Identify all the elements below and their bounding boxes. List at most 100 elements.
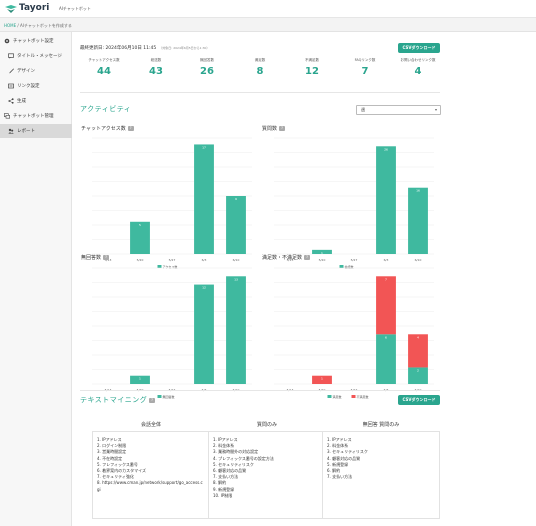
bar[interactable] bbox=[226, 196, 246, 254]
tm-list-item: 2. ログイン制限 bbox=[97, 443, 127, 449]
tm-list-item: 6. 顧客対応の品質 bbox=[213, 468, 247, 474]
sidebar-item-report[interactable]: レポート bbox=[0, 124, 72, 138]
tm-list-item: 3. 営業時間設定 bbox=[97, 449, 127, 455]
tm-list-item: 1. IPアドレス bbox=[213, 437, 238, 442]
breadcrumb-separator: / bbox=[16, 23, 21, 28]
chart-title-questions: 質問数? bbox=[262, 125, 286, 132]
stat-label: チャットアクセス数 bbox=[88, 58, 120, 62]
bar-value-label: 1 bbox=[321, 251, 323, 255]
report-icon bbox=[8, 128, 14, 134]
bar-value-label: 5 bbox=[139, 223, 141, 227]
sidebar-item-design[interactable]: デザイン bbox=[0, 64, 72, 78]
tm-list-item: 10. IP制限 bbox=[213, 492, 233, 498]
tm-list-item: 8. https://www.cman.jp/network/support/g… bbox=[97, 480, 203, 492]
help-icon[interactable]: ? bbox=[149, 397, 156, 403]
stat-value: 44 bbox=[97, 66, 111, 77]
legend-label: 不満足数 bbox=[357, 394, 369, 399]
bar[interactable] bbox=[130, 221, 150, 254]
tayori-logo-icon bbox=[5, 5, 17, 13]
bar[interactable] bbox=[408, 367, 428, 384]
stat-satisfied: 満足数 8 bbox=[240, 58, 280, 77]
chat-manage-icon bbox=[4, 113, 10, 119]
text-mining-title: テキストマイニング? bbox=[80, 395, 156, 405]
legend-label: 無回答数 bbox=[163, 394, 175, 399]
bar-value-label: 4 bbox=[417, 335, 419, 339]
sidebar-item-label: リンク設定 bbox=[17, 84, 40, 89]
app-logo-subtitle: AIチャットボット bbox=[59, 6, 91, 11]
bar-value-label: 1 bbox=[139, 377, 141, 381]
stat-value: 43 bbox=[149, 66, 163, 77]
help-icon[interactable]: ? bbox=[304, 255, 311, 260]
stat-label: 総送数 bbox=[150, 58, 162, 62]
sidebar-item-title-message[interactable]: タイトル・メッセージ bbox=[0, 49, 72, 63]
tm-list-item: 1. IPアドレス bbox=[97, 437, 122, 442]
stat-label: FAQリンク数 bbox=[354, 58, 376, 62]
chart-title-unanswered: 無回答数? bbox=[81, 254, 110, 261]
chart-chat-access: 5/13 5 5/20 5/27 17 6/3 9 6/10 アクセス数 bbox=[92, 137, 252, 269]
x-tick-label: 5/27 bbox=[351, 258, 358, 262]
tm-list-item: 6. 解約 bbox=[327, 468, 341, 474]
x-tick-label: 6/10 bbox=[233, 258, 240, 262]
divider bbox=[80, 92, 440, 93]
legend-label: 満足数 bbox=[333, 394, 342, 399]
bar-value-label: 16 bbox=[416, 189, 420, 193]
stat-value: 7 bbox=[361, 66, 369, 77]
legend-swatch bbox=[339, 265, 344, 268]
help-icon[interactable]: ? bbox=[127, 126, 134, 131]
tm-list-item: 9. 新規登録 bbox=[213, 486, 235, 492]
x-tick-label: 5/20 bbox=[137, 258, 144, 262]
legend: アクセス数 bbox=[157, 264, 177, 269]
bar[interactable] bbox=[408, 334, 428, 368]
legend-swatch bbox=[327, 395, 332, 398]
bar[interactable] bbox=[312, 249, 332, 254]
tm-list-unanswered: 1. IPアドレス 2. 料金体系 3. セキュリティリスク 4. 顧客対応の品質 5.… bbox=[322, 431, 440, 519]
x-tick-label: 5/13 bbox=[105, 258, 112, 262]
legend-swatch bbox=[351, 395, 356, 398]
chart-title-text: 満足数・不満足数 bbox=[262, 255, 303, 261]
tm-list-item: 5. 新規登録 bbox=[327, 461, 349, 467]
stat-value: 8 bbox=[256, 66, 264, 77]
sidebar-item-chatbot-settings[interactable]: チャットボット設定 bbox=[0, 34, 72, 48]
stat-chat-access: チャットアクセス数 44 bbox=[84, 58, 124, 77]
chart-title-chat-access: チャットアクセス数? bbox=[81, 125, 134, 132]
sidebar-item-label: デザイン bbox=[17, 69, 35, 74]
help-icon[interactable]: ? bbox=[279, 126, 286, 131]
sidebar-item-generate[interactable]: 生成 bbox=[0, 94, 72, 108]
bar[interactable] bbox=[226, 276, 246, 384]
text-mining-title-text: テキストマイニング bbox=[80, 396, 148, 404]
period-select[interactable]: 週 ▾ bbox=[356, 105, 441, 115]
bar[interactable] bbox=[194, 284, 214, 384]
bar[interactable] bbox=[194, 144, 214, 254]
sidebar-item-label: 生成 bbox=[17, 99, 26, 104]
bar[interactable] bbox=[376, 334, 396, 384]
stat-label: お問い合わせリンク数 bbox=[400, 58, 436, 62]
bar[interactable] bbox=[130, 375, 150, 384]
last-updated-note: （対象日: 2024年6月5日から1:30） bbox=[159, 46, 210, 50]
bar-value-label: 6 bbox=[385, 335, 387, 339]
csv-download-button[interactable]: CSVダウンロード bbox=[398, 43, 440, 53]
sidebar-item-link-settings[interactable]: リンク設定 bbox=[0, 79, 72, 93]
x-tick-label: 6/3 bbox=[202, 258, 207, 262]
sidebar-item-label: レポート bbox=[17, 129, 35, 134]
x-tick-label: 5/27 bbox=[169, 258, 176, 262]
bar[interactable] bbox=[376, 276, 396, 335]
sidebar-item-chatbot-management[interactable]: チャットボット管理 bbox=[0, 109, 72, 123]
help-icon[interactable]: ? bbox=[103, 255, 110, 260]
last-updated-text: 最終更新日: 2024年06月10日 11:45 （対象日: 2024年6月5日か… bbox=[80, 45, 209, 51]
bar-value-label: 7 bbox=[385, 277, 387, 281]
activity-title: アクティビティ bbox=[80, 105, 132, 113]
x-tick-label: 6/3 bbox=[384, 258, 389, 262]
tm-list-item: 7. 支払い方法 bbox=[213, 474, 239, 480]
bar-value-label: 2 bbox=[417, 368, 419, 372]
tm-list-item: 3. 業務時間外の対応設定 bbox=[213, 449, 259, 455]
text-mining-csv-download-button[interactable]: CSVダウンロード bbox=[398, 395, 440, 405]
stat-label: 満足数 bbox=[254, 58, 266, 62]
brush-icon bbox=[9, 68, 14, 74]
last-updated-label: 最終更新日: 2024年06月10日 11:45 bbox=[80, 46, 157, 51]
bar[interactable] bbox=[408, 187, 428, 254]
breadcrumb-home-link[interactable]: HOME bbox=[4, 23, 17, 28]
legend: 無回答数 bbox=[157, 394, 175, 399]
bar[interactable] bbox=[376, 146, 396, 254]
bar[interactable] bbox=[312, 375, 332, 384]
